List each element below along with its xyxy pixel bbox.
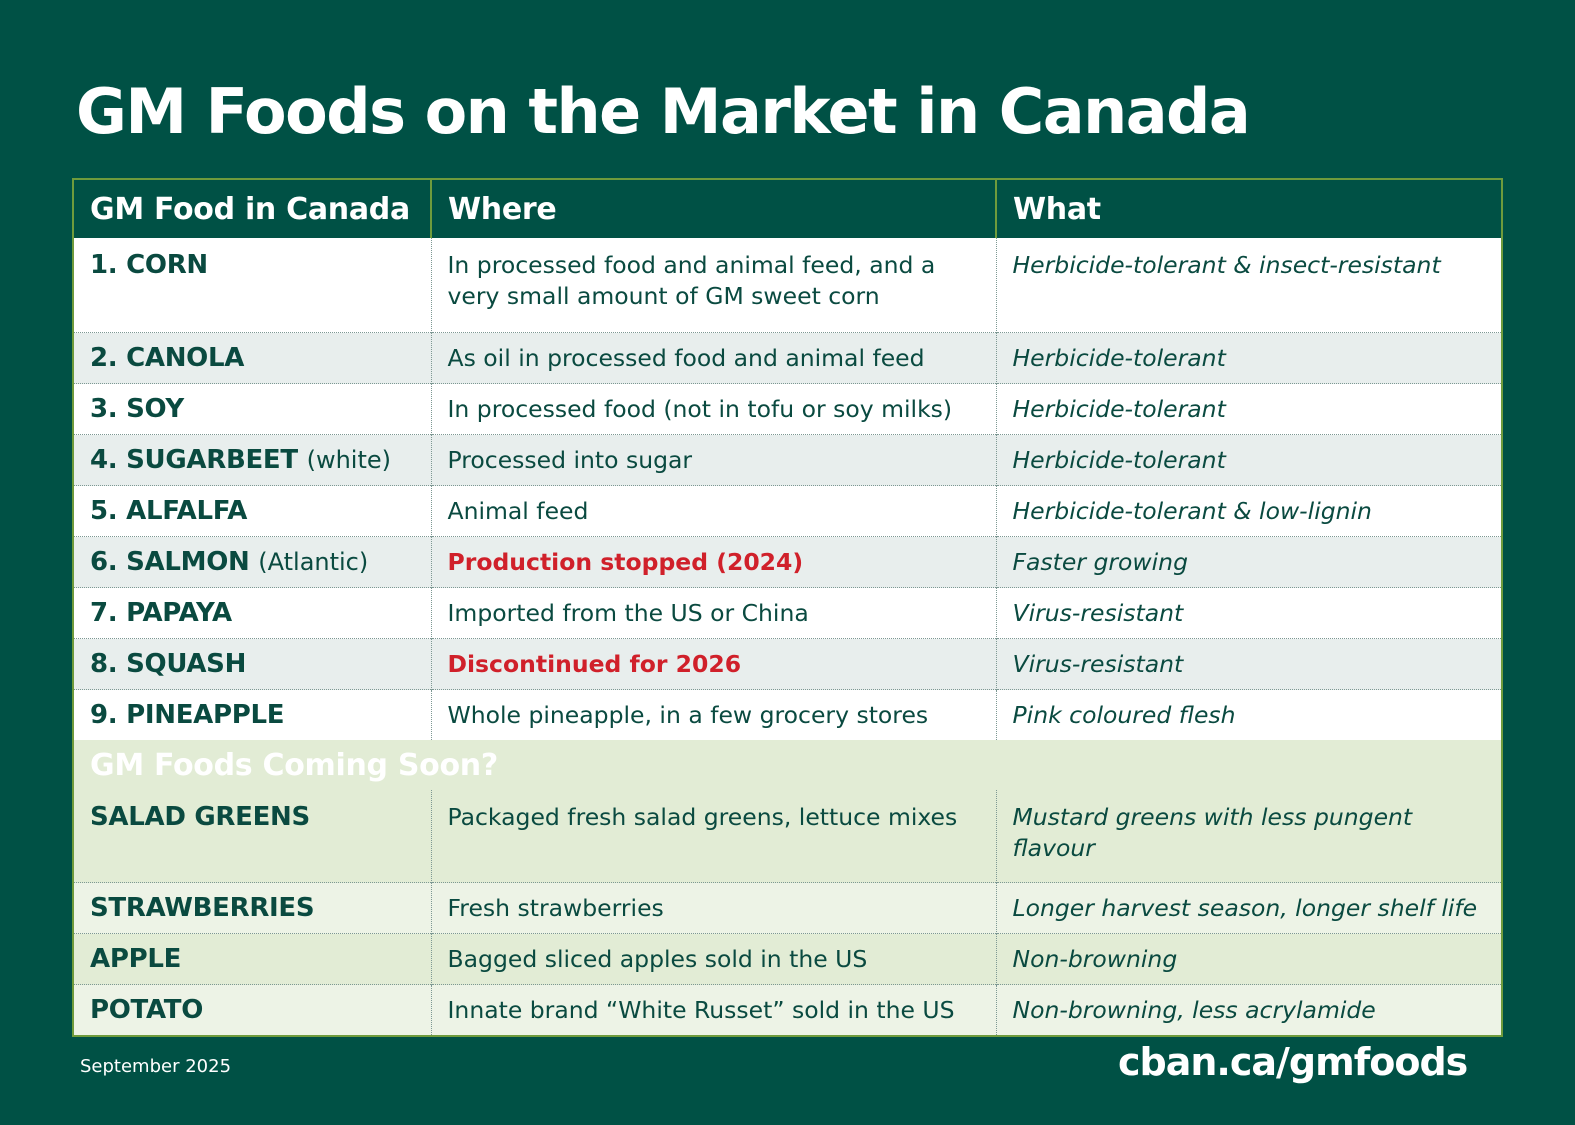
what-cell: Virus-resistant: [995, 587, 1502, 639]
what-cell: Herbicide-tolerant & insect-resistant: [995, 238, 1502, 333]
food-cell: 6. SALMON (Atlantic): [73, 536, 431, 588]
what-cell: Longer harvest season, longer shelf life: [995, 882, 1502, 934]
table-row: SALAD GREENS Packaged fresh salad greens…: [73, 790, 1502, 883]
food-name: 4. SUGARBEET: [90, 444, 298, 475]
where-cell: Fresh strawberries: [430, 882, 996, 934]
food-name: 1. CORN: [90, 250, 208, 280]
food-cell: 7. PAPAYA: [73, 587, 431, 639]
food-cell: POTATO: [73, 984, 431, 1036]
page-title: GM Foods on the Market in Canada: [76, 75, 1251, 148]
food-cell: 3. SOY: [73, 383, 431, 435]
table-row: POTATO Innate brand “White Russet” sold …: [73, 984, 1502, 1036]
table-row: STRAWBERRIES Fresh strawberries Longer h…: [73, 882, 1502, 934]
where-cell: Processed into sugar: [430, 434, 996, 486]
where-cell-alert: Discontinued for 2026: [430, 638, 996, 690]
table-header-row: GM Food in Canada Where What: [73, 179, 1502, 238]
food-cell: 8. SQUASH: [73, 638, 431, 690]
what-cell: Herbicide-tolerant: [995, 383, 1502, 435]
what-cell: Virus-resistant: [995, 638, 1502, 690]
table-row: 9. PINEAPPLE Whole pineapple, in a few g…: [73, 689, 1502, 740]
what-cell: Mustard greens with less pungent flavour: [995, 790, 1502, 883]
food-cell: 4. SUGARBEET (white): [73, 434, 431, 486]
table-row: 5. ALFALFA Animal feed Herbicide-toleran…: [73, 485, 1502, 537]
where-cell: Bagged sliced apples sold in the US: [430, 933, 996, 985]
table-row: 8. SQUASH Discontinued for 2026 Virus-re…: [73, 638, 1502, 690]
food-name: 6. SALMON: [90, 546, 250, 577]
what-cell: Herbicide-tolerant & low-lignin: [995, 485, 1502, 537]
coming-soon-body: GM Foods Coming Soon?: [73, 740, 1502, 790]
food-cell: 5. ALFALFA: [73, 485, 431, 537]
gm-foods-table: GM Food in Canada Where What 1. CORN In …: [72, 178, 1503, 1037]
food-cell: 2. CANOLA: [73, 332, 431, 384]
food-name: 3. SOY: [90, 393, 184, 424]
table-row: 6. SALMON (Atlantic) Production stopped …: [73, 536, 1502, 588]
column-header-food: GM Food in Canada: [73, 179, 431, 238]
table-row: APPLE Bagged sliced apples sold in the U…: [73, 933, 1502, 985]
food-name: 7. PAPAYA: [90, 597, 232, 628]
food-qualifier: (white): [306, 445, 392, 474]
where-cell-alert: Production stopped (2024): [430, 536, 996, 588]
food-cell: 1. CORN: [73, 238, 431, 333]
food-cell: APPLE: [73, 933, 431, 985]
publication-date: September 2025: [80, 1056, 232, 1077]
food-name: 9. PINEAPPLE: [90, 699, 285, 730]
food-cell: SALAD GREENS: [73, 790, 431, 883]
food-name: 5. ALFALFA: [90, 495, 248, 526]
food-name: 2. CANOLA: [90, 342, 245, 373]
table-row: 3. SOY In processed food (not in tofu or…: [73, 383, 1502, 435]
market-foods-body: 1. CORN In processed food and animal fee…: [73, 238, 1502, 740]
table-row: 2. CANOLA As oil in processed food and a…: [73, 332, 1502, 384]
where-cell: Whole pineapple, in a few grocery stores: [430, 689, 996, 740]
column-header-where: Where: [430, 179, 996, 238]
food-name: 8. SQUASH: [90, 648, 247, 679]
column-header-what: What: [995, 179, 1502, 238]
where-cell: In processed food (not in tofu or soy mi…: [430, 383, 996, 435]
food-cell: STRAWBERRIES: [73, 882, 431, 934]
food-qualifier: (Atlantic): [258, 547, 369, 576]
what-cell: Pink coloured flesh: [995, 689, 1502, 740]
what-cell: Herbicide-tolerant: [995, 332, 1502, 384]
coming-soon-rows: SALAD GREENS Packaged fresh salad greens…: [73, 790, 1502, 1036]
where-cell: Innate brand “White Russet” sold in the …: [430, 984, 996, 1036]
table-row: 7. PAPAYA Imported from the US or China …: [73, 587, 1502, 639]
where-cell: In processed food and animal feed, and a…: [430, 238, 996, 333]
table-row: 4. SUGARBEET (white) Processed into suga…: [73, 434, 1502, 486]
table-row: 1. CORN In processed food and animal fee…: [73, 238, 1502, 333]
what-cell: Non-browning, less acrylamide: [995, 984, 1502, 1036]
where-cell: Packaged fresh salad greens, lettuce mix…: [430, 790, 996, 883]
where-cell: Imported from the US or China: [430, 587, 996, 639]
what-cell: Faster growing: [995, 536, 1502, 588]
what-cell: Non-browning: [995, 933, 1502, 985]
coming-soon-header-row: GM Foods Coming Soon?: [73, 740, 1502, 790]
where-cell: Animal feed: [430, 485, 996, 537]
what-cell: Herbicide-tolerant: [995, 434, 1502, 486]
coming-soon-title: GM Foods Coming Soon?: [73, 740, 1502, 790]
website-url: cban.ca/gmfoods: [1118, 1040, 1468, 1084]
food-cell: 9. PINEAPPLE: [73, 689, 431, 740]
where-cell: As oil in processed food and animal feed: [430, 332, 996, 384]
